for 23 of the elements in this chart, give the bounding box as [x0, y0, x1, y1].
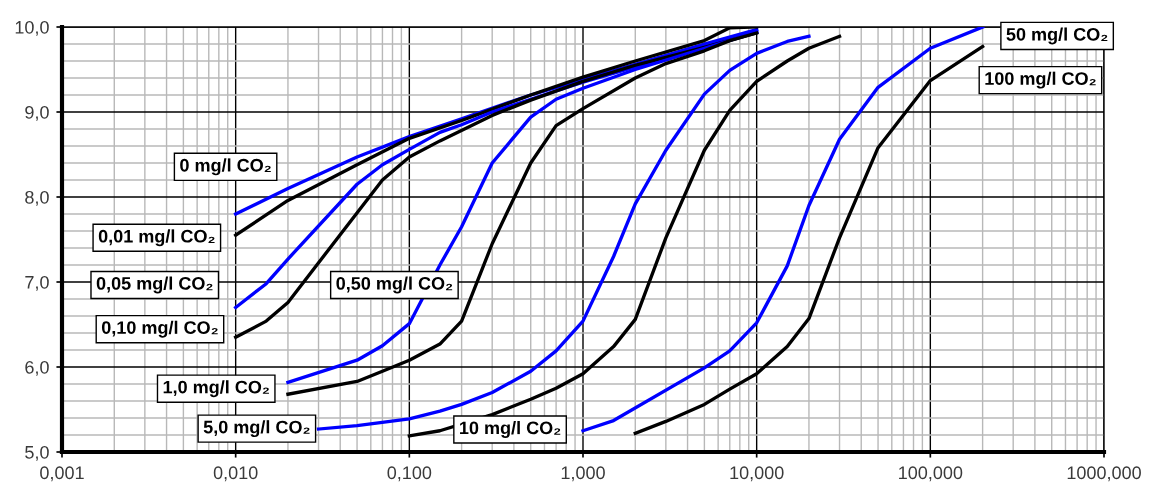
series-label: 0 mg/l CO₂ [180, 158, 271, 176]
x-tick-label: 10,000 [730, 466, 784, 482]
y-tick-label: 7,0 [25, 275, 49, 291]
x-tick-label: 1,000 [561, 466, 605, 482]
series-label: 5,0 mg/l CO₂ [203, 420, 310, 438]
series-label: 0,01 mg/l CO₂ [98, 229, 215, 247]
series-label: 100 mg/l CO₂ [985, 71, 1096, 89]
series-label: 1,0 mg/l CO₂ [163, 380, 269, 398]
y-tick-label: 9,0 [25, 105, 49, 121]
y-tick-label: 5,0 [25, 445, 49, 461]
series-label: 0,10 mg/l CO₂ [101, 320, 218, 338]
x-tick-label: 100,000 [899, 466, 963, 482]
series-label: 10 mg/l CO₂ [460, 421, 561, 438]
y-tick-label: 10,0 [15, 20, 49, 36]
y-tick-label: 6,0 [25, 360, 49, 376]
x-tick-label: 0,010 [213, 466, 258, 482]
x-tick-label: 0,100 [387, 466, 432, 482]
series-label: 0,50 mg/l CO₂ [336, 276, 453, 294]
series-label: 50 mg/l CO₂ [1006, 27, 1108, 45]
x-tick-label: 0,001 [40, 466, 84, 482]
y-tick-label: 8,0 [25, 190, 49, 206]
series-label: 0,05 mg/l CO₂ [96, 276, 213, 294]
x-tick-label: 1000,000 [1067, 466, 1141, 482]
